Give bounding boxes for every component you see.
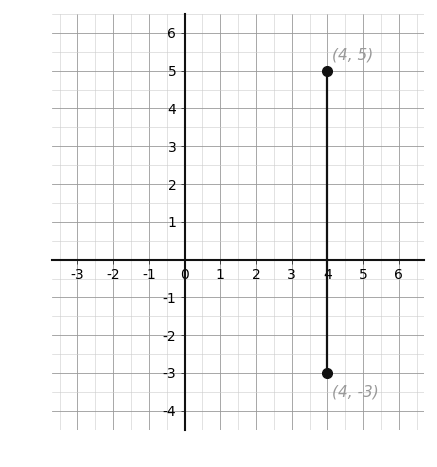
Text: (4, -3): (4, -3) <box>332 384 378 399</box>
Text: (4, 5): (4, 5) <box>332 47 373 63</box>
